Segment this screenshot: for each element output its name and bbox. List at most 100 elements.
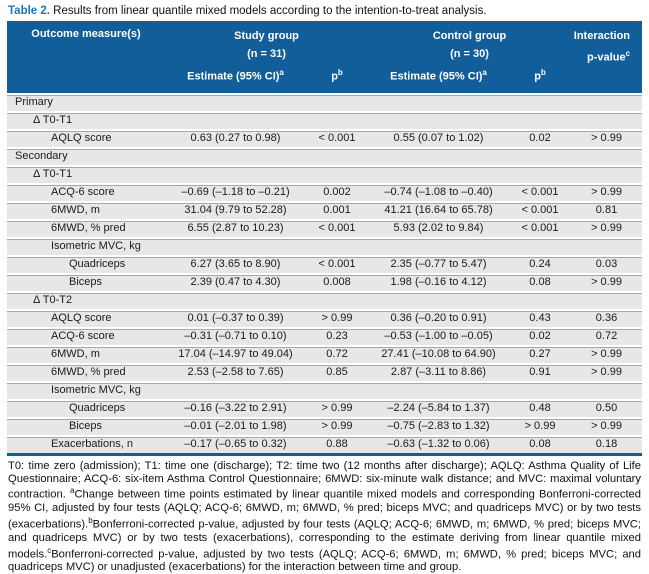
footnote-marker: b xyxy=(88,516,93,526)
study-p-cell: 0.008 xyxy=(306,272,368,292)
row-label: Δ T0-T2 xyxy=(7,290,643,310)
footnote-text: Bonferroni-corrected p-value, adjusted b… xyxy=(8,548,641,574)
table-row: AQLQ score 0.01 (–0.37 to 0.39) > 0.99 0.36… xyxy=(7,308,643,328)
study-estimate-cell: –0.17 (–0.65 to 0.32) xyxy=(165,434,306,455)
control-p-cell: 0.02 xyxy=(509,128,572,148)
table-footnote: T0: time zero (admission); T1: time one … xyxy=(8,460,641,574)
interaction-p-cell: > 0.99 xyxy=(571,416,643,436)
control-estimate-cell: 0.55 (0.07 to 1.02) xyxy=(368,128,509,148)
control-p-cell: 0.02 xyxy=(509,326,572,346)
control-estimate-cell: –0.53 (–1.00 to –0.05) xyxy=(368,326,509,346)
control-estimate-cell: 5.93 (2.02 to 9.84) xyxy=(368,218,509,238)
row-label: ACQ-6 score xyxy=(7,326,165,346)
control-p-cell: 0.48 xyxy=(509,398,572,418)
row-label: 6MWD, % pred xyxy=(7,218,165,238)
table-row: 6MWD, m 31.04 (9.79 to 52.28) 0.001 41.21 (… xyxy=(7,200,643,220)
study-p-cell: < 0.001 xyxy=(306,254,368,274)
interaction-p-cell: > 0.99 xyxy=(571,182,643,202)
study-p-cell: > 0.99 xyxy=(306,398,368,418)
table-row: ACQ-6 score –0.69 (–1.18 to –0.21) 0.002 –0… xyxy=(7,182,643,202)
interaction-p-cell: 0.18 xyxy=(571,434,643,455)
row-label: 6MWD, m xyxy=(7,344,165,364)
table-row: Quadriceps 6.27 (3.65 to 8.90) < 0.001 2.35… xyxy=(7,254,643,274)
control-estimate-cell: –0.75 (–2.83 to 1.32) xyxy=(368,416,509,436)
study-estimate-cell: 31.04 (9.79 to 52.28) xyxy=(165,200,306,220)
control-p-cell: 0.43 xyxy=(509,308,572,328)
table-row: 6MWD, m 17.04 (–14.97 to 49.04) 0.72 27.41 … xyxy=(7,344,643,364)
header-row-groups: Outcome measure(s) Study group (n = 31) … xyxy=(7,21,643,94)
row-label: AQLQ score xyxy=(7,308,165,328)
row-label: Secondary xyxy=(7,146,643,166)
interaction-p-cell: 0.03 xyxy=(571,254,643,274)
row-label: Δ T0-T1 xyxy=(7,110,643,130)
study-estimate-cell: –0.69 (–1.18 to –0.21) xyxy=(165,182,306,202)
study-estimate-cell: 0.63 (0.27 to 0.98) xyxy=(165,128,306,148)
row-label: Isometric MVC, kg xyxy=(7,380,643,400)
control-estimate-cell: 1.98 (–0.16 to 4.12) xyxy=(368,272,509,292)
interaction-p-cell: 0.50 xyxy=(571,398,643,418)
study-p-cell: > 0.99 xyxy=(306,308,368,328)
control-estimate-cell: 2.87 (–3.11 to 8.86) xyxy=(368,362,509,382)
study-estimate-cell: 2.39 (0.47 to 4.30) xyxy=(165,272,306,292)
table-caption: Table 2. Results from linear quantile mi… xyxy=(8,4,642,18)
study-estimate-cell: –0.16 (–3.22 to 2.91) xyxy=(165,398,306,418)
control-estimate-cell: –0.63 (–1.32 to 0.06) xyxy=(368,434,509,455)
section-row: Isometric MVC, kg xyxy=(7,380,643,400)
table-row: ACQ-6 score –0.31 (–0.71 to 0.10) 0.23 –0.5… xyxy=(7,326,643,346)
row-label: Biceps xyxy=(7,272,165,292)
control-estimate-cell: 27.41 (–10.08 to 64.90) xyxy=(368,344,509,364)
section-row: Secondary xyxy=(7,146,643,166)
study-estimate-cell: 0.01 (–0.37 to 0.39) xyxy=(165,308,306,328)
results-table: Outcome measure(s) Study group (n = 31) … xyxy=(7,21,643,456)
col-header-control-group: Control group (n = 30) xyxy=(368,21,572,63)
interaction-label-line2: p-valuec xyxy=(587,49,631,64)
control-estimate-cell: –0.74 (–1.08 to –0.40) xyxy=(368,182,509,202)
interaction-p-cell: > 0.99 xyxy=(571,218,643,238)
control-estimate-cell: 0.36 (–0.20 to 0.91) xyxy=(368,308,509,328)
interaction-label-line1: Interaction xyxy=(573,30,631,42)
study-estimate-cell: –0.01 (–2.01 to 1.98) xyxy=(165,416,306,436)
interaction-p-cell: 0.36 xyxy=(571,308,643,328)
study-p-cell: 0.001 xyxy=(306,200,368,220)
interaction-p-cell: 0.81 xyxy=(571,200,643,220)
control-p-cell: 0.91 xyxy=(509,362,572,382)
col-header-control-p: pb xyxy=(509,63,572,94)
study-estimate-cell: 6.55 (2.87 to 10.23) xyxy=(165,218,306,238)
interaction-p-cell: > 0.99 xyxy=(571,128,643,148)
table-row: Quadriceps –0.16 (–3.22 to 2.91) > 0.99 –2.… xyxy=(7,398,643,418)
footnote-text: T0: time zero (admission); T1: time one … xyxy=(8,459,641,502)
estimate-footnote-marker: a xyxy=(279,68,284,77)
col-header-outcome: Outcome measure(s) xyxy=(7,21,165,94)
control-p-cell: < 0.001 xyxy=(509,182,572,202)
col-header-interaction-p: Interaction p-valuec xyxy=(571,21,643,94)
control-group-n: (n = 30) xyxy=(450,48,489,60)
section-row: Δ T0-T2 xyxy=(7,290,643,310)
study-p-cell: 0.23 xyxy=(306,326,368,346)
table-caption-text: Results from linear quantile mixed model… xyxy=(49,5,487,17)
row-label: ACQ-6 score xyxy=(7,182,165,202)
section-row: Primary xyxy=(7,92,643,112)
study-p-cell: < 0.001 xyxy=(306,128,368,148)
row-label: 6MWD, m xyxy=(7,200,165,220)
table-caption-label: Table 2. xyxy=(8,5,50,17)
row-label: Quadriceps xyxy=(7,254,165,274)
interaction-footnote-marker: c xyxy=(625,49,631,58)
control-p-cell: < 0.001 xyxy=(509,200,572,220)
row-label: Isometric MVC, kg xyxy=(7,236,643,256)
table-row: Biceps –0.01 (–2.01 to 1.98) > 0.99 –0.75 (… xyxy=(7,416,643,436)
row-label: 6MWD, % pred xyxy=(7,362,165,382)
study-group-name: Study group xyxy=(234,30,299,42)
study-estimate-cell: 6.27 (3.65 to 8.90) xyxy=(165,254,306,274)
table-header: Outcome measure(s) Study group (n = 31) … xyxy=(7,21,643,94)
control-estimate-cell: 41.21 (16.64 to 65.78) xyxy=(368,200,509,220)
table-row: Exacerbations, n –0.17 (–0.65 to 0.32) 0.8… xyxy=(7,434,643,455)
table-row: AQLQ score 0.63 (0.27 to 0.98) < 0.001 0.55… xyxy=(7,128,643,148)
study-estimate-cell: 17.04 (–14.97 to 49.04) xyxy=(165,344,306,364)
table-body: Primary Δ T0-T1 AQLQ score 0.63 (0.27 to 0.… xyxy=(7,92,643,455)
study-p-cell: > 0.99 xyxy=(306,416,368,436)
footnote-marker: a xyxy=(69,486,75,496)
table-row: 6MWD, % pred 2.53 (–2.58 to 7.65) 0.85 2.87… xyxy=(7,362,643,382)
interaction-p-cell: > 0.99 xyxy=(571,362,643,382)
study-p-cell: 0.72 xyxy=(306,344,368,364)
p-footnote-marker: b xyxy=(337,68,343,77)
